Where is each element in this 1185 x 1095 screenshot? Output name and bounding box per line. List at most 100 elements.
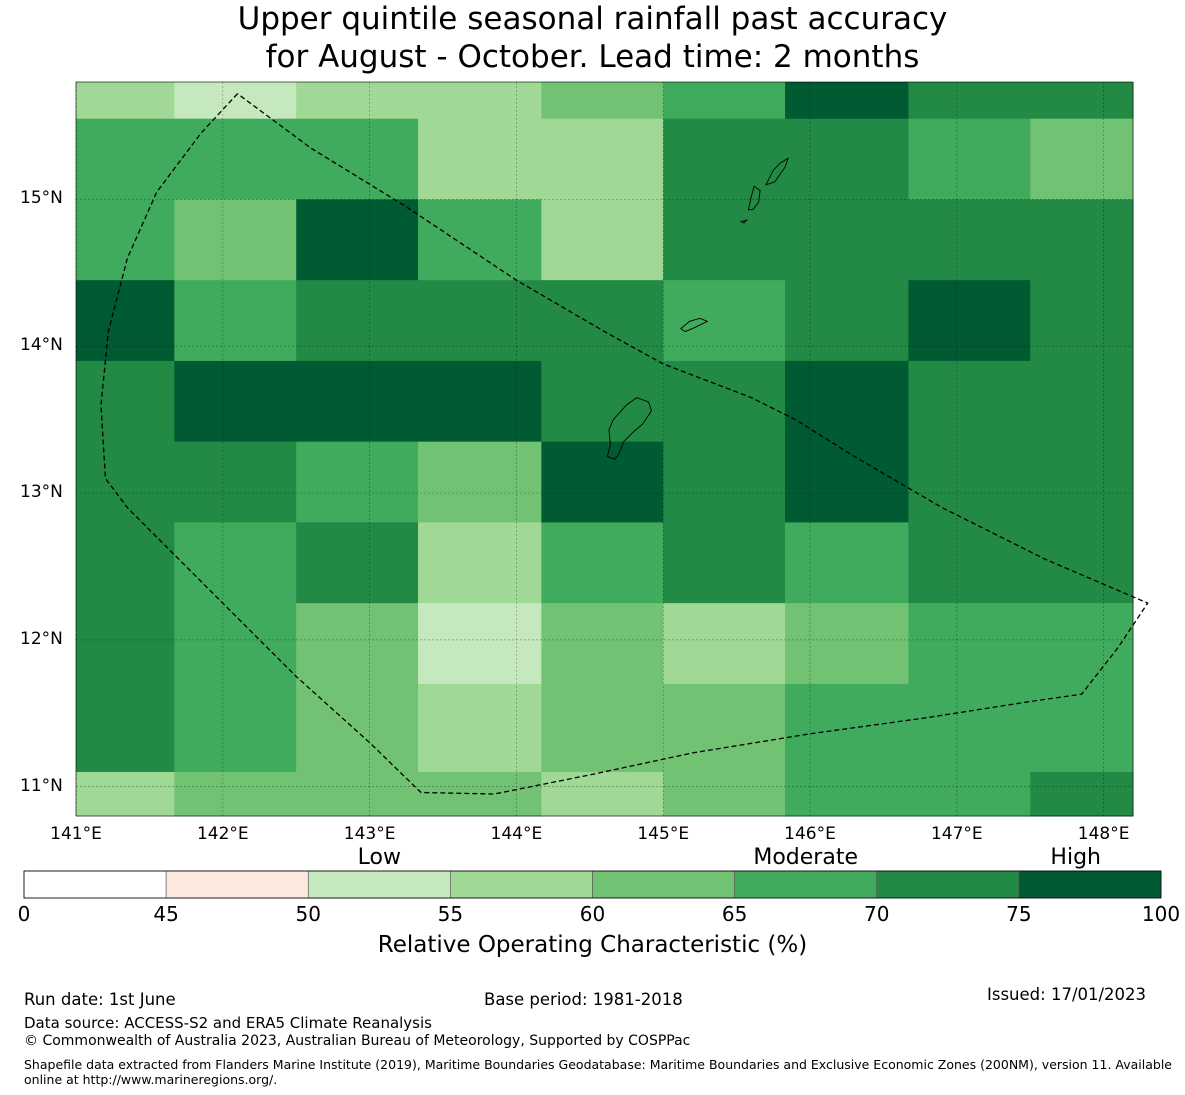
roc-cell [908, 603, 1031, 685]
latitude-label: 13°N [20, 482, 63, 503]
latitude-label: 12°N [20, 628, 63, 649]
roc-cell [663, 280, 786, 362]
colorbar-tick-label: 55 [437, 902, 464, 926]
latitude-label: 11°N [20, 775, 63, 796]
roc-cell [663, 603, 786, 685]
roc-cell [296, 522, 419, 604]
data-source: Data source: ACCESS-S2 and ERA5 Climate … [24, 1014, 432, 1032]
roc-cell [785, 522, 909, 604]
issued-date: Issued: 17/01/2023 [987, 985, 1147, 1004]
roc-cell [785, 280, 909, 362]
roc-cell [908, 360, 1031, 443]
eez-boundary [100, 93, 1149, 795]
roc-cell [76, 683, 175, 773]
longitude-label: 145°E [637, 824, 690, 844]
colorbar-segment [307, 870, 451, 899]
roc-cell [663, 199, 786, 281]
roc-cell [296, 280, 419, 362]
roc-cell [785, 82, 909, 120]
island-outline [747, 185, 761, 211]
roc-cell [76, 603, 175, 685]
roc-cell [541, 771, 664, 817]
roc-cell [76, 771, 175, 817]
roc-cell [908, 771, 1031, 817]
roc-cell [908, 82, 1031, 120]
roc-cell [541, 683, 664, 773]
island-coastlines [606, 157, 789, 460]
roc-cell [418, 82, 542, 120]
island-outline [606, 397, 652, 460]
map-gridlines [75, 82, 1133, 816]
shapefile-credit: Shapefile data extracted from Flanders M… [24, 1057, 1172, 1087]
roc-cell [174, 199, 297, 281]
roc-cell [296, 441, 419, 523]
longitude-label: 144°E [490, 824, 543, 844]
roc-cell [541, 441, 664, 523]
roc-cell [76, 82, 175, 120]
roc-cell [1030, 441, 1134, 523]
roc-cell [663, 360, 786, 443]
roc-cell [296, 199, 419, 281]
colorbar-category-label: High [1050, 845, 1102, 870]
roc-map [23, 81, 1162, 899]
roc-cell [908, 118, 1031, 200]
roc-cell [174, 771, 297, 817]
colorbar-category-label: Low [357, 845, 401, 870]
roc-cell [541, 199, 664, 281]
colorbar-segment [876, 870, 1020, 899]
roc-cell [1030, 603, 1134, 685]
roc-cell [76, 118, 175, 200]
roc-cell [76, 360, 175, 443]
longitude-label: 141°E [50, 824, 102, 844]
colorbar-title-text: Relative Operating Characteristic (%) [377, 932, 808, 958]
colorbar-category-label: Moderate [753, 845, 859, 870]
roc-cell [785, 360, 909, 443]
roc-cell [908, 522, 1031, 604]
copyright-notice: © Commonwealth of Australia 2023, Austra… [24, 1033, 691, 1049]
roc-cell [174, 360, 297, 443]
roc-cell [1030, 360, 1134, 443]
roc-cell [541, 82, 664, 120]
colorbar-segment [592, 870, 735, 899]
roc-cell [296, 771, 419, 817]
roc-cell [908, 441, 1031, 523]
roc-cell [296, 118, 419, 200]
title-line-1: Upper quintile seasonal rainfall past ac… [237, 1, 948, 37]
colorbar-tick-label: 50 [295, 902, 321, 926]
roc-cell [174, 683, 297, 773]
roc-cell [296, 603, 419, 685]
roc-cell [76, 441, 175, 523]
roc-cell [541, 118, 664, 200]
roc-cell [785, 603, 909, 685]
roc-cell [1030, 771, 1134, 817]
roc-cell [663, 771, 786, 817]
colorbar-tick-label: 45 [153, 902, 179, 926]
roc-cell [418, 603, 542, 685]
roc-cell [418, 360, 542, 443]
colorbar-tick-label: 0 [17, 902, 31, 926]
roc-cell [418, 441, 542, 523]
map-frame [75, 81, 1134, 817]
latitude-label: 14°N [20, 335, 63, 356]
colorbar-title: Relative Operating Characteristic (%) [0, 932, 1185, 958]
roc-cell [174, 118, 297, 200]
roc-cell [418, 280, 542, 362]
roc-cell [785, 118, 909, 200]
colorbar-tick-label: 70 [864, 902, 890, 926]
colorbar-tick-label: 65 [721, 902, 748, 926]
roc-grid-cells [76, 82, 1134, 817]
roc-cell [1030, 199, 1134, 281]
colorbar-tick-label: 100 [1141, 902, 1181, 926]
roc-cell [908, 199, 1031, 281]
roc-cell [418, 199, 542, 281]
colorbar-outline [23, 870, 1162, 899]
roc-cell [541, 360, 664, 443]
roc-cell [785, 199, 909, 281]
island-outline [680, 317, 709, 333]
longitude-label: 142°E [196, 824, 249, 844]
roc-cell [296, 360, 419, 443]
roc-cell [76, 280, 175, 362]
roc-cell [908, 280, 1031, 362]
roc-cell [541, 603, 664, 685]
island-outline [739, 219, 749, 224]
